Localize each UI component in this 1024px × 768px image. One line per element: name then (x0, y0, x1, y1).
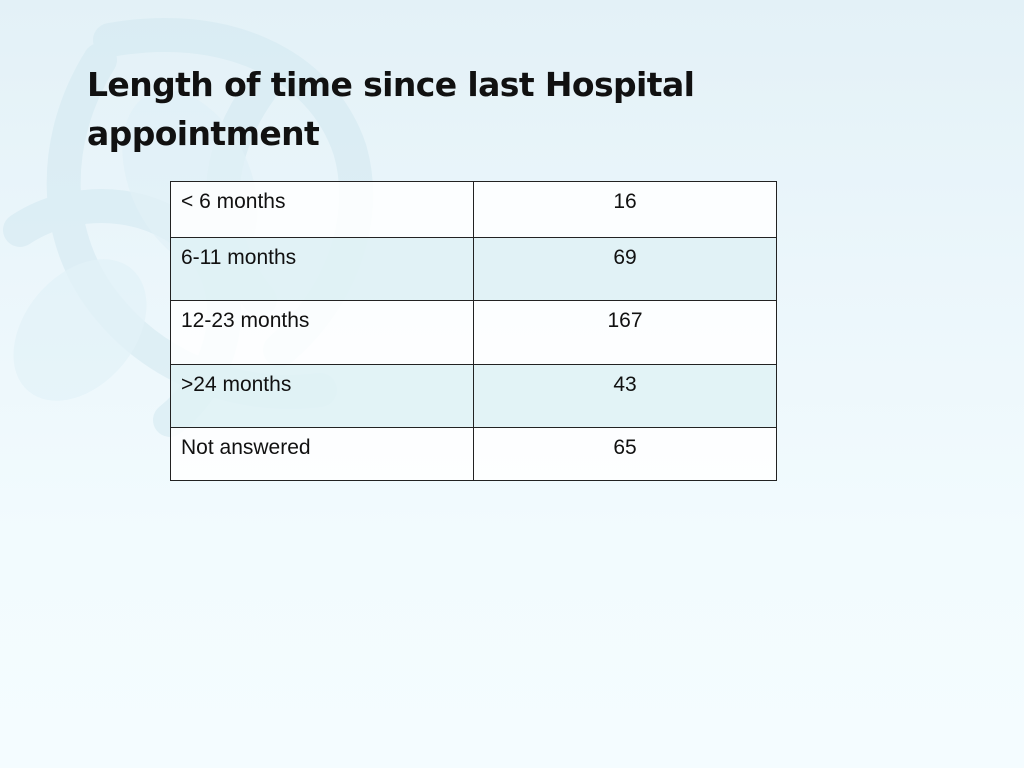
row-label: 12-23 months (170, 300, 474, 365)
table-row: Not answered 65 (170, 427, 777, 481)
table-row: >24 months 43 (170, 364, 777, 428)
row-value: 43 (473, 364, 777, 428)
row-label: >24 months (170, 364, 474, 428)
row-value: 65 (473, 427, 777, 481)
table-row: 12-23 months 167 (170, 300, 777, 365)
appointment-table: < 6 months 16 6-11 months 69 12-23 month… (170, 181, 777, 481)
row-value: 69 (473, 237, 777, 301)
slide-title: Length of time since last Hospital appoi… (87, 65, 695, 153)
row-label: < 6 months (170, 181, 474, 238)
row-value: 16 (473, 181, 777, 238)
table-row: 6-11 months 69 (170, 237, 777, 301)
row-value: 167 (473, 300, 777, 365)
row-label: Not answered (170, 427, 474, 481)
row-label: 6-11 months (170, 237, 474, 301)
table-row: < 6 months 16 (170, 181, 777, 238)
